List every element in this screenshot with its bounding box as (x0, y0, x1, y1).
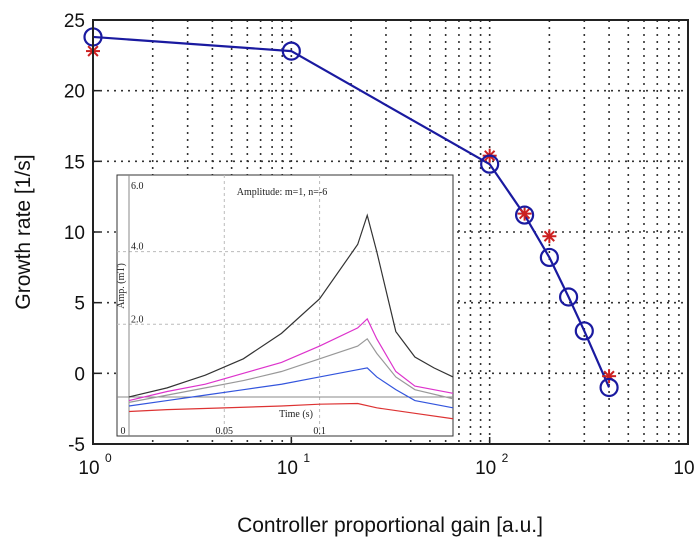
y-tick-label: 20 (64, 82, 85, 103)
circle-marker (514, 205, 535, 225)
inset-y-tick-label: 6.0 (131, 181, 144, 192)
y-tick-label: 0 (74, 364, 85, 385)
inset-x-tick-label: 0 (121, 426, 126, 437)
inset-series-line (128, 337, 454, 403)
circle-marker (480, 154, 500, 174)
inset-series (128, 213, 454, 420)
main-series (83, 27, 619, 398)
inset-series-line (128, 402, 454, 420)
y-tick-label: 15 (64, 152, 85, 173)
y-tick-label: 25 (64, 11, 85, 32)
circle-marker (539, 247, 559, 268)
star-marker (517, 206, 532, 221)
series-line (92, 35, 611, 388)
inset-y-tick-label: 4.0 (131, 242, 144, 253)
inset-y-tick-label: 2.0 (131, 314, 144, 325)
inset-tick-labels: 2.0 4.0 6.0 0 0.05 0.1 (121, 181, 326, 437)
inset-title: Amplitude: m=1, n=-6 (237, 187, 327, 198)
circle-marker (281, 41, 301, 61)
x-tick-label: 10 (277, 458, 298, 479)
inset-chart: 2.0 4.0 6.0 0 0.05 0.1 Amplitude: m=1, n=-6 T… (116, 174, 454, 437)
x-tick-exponent: 0 (105, 451, 112, 465)
inset-x-tick-label: 0.1 (313, 426, 326, 437)
inset-y-axis-title: Amp. (mT) (116, 263, 127, 309)
main-tick-labels: -50510152025100101102103 (64, 11, 695, 479)
y-tick-label: 5 (74, 294, 85, 315)
x-tick-label: 10 (673, 458, 694, 479)
x-tick-label: 10 (78, 458, 99, 479)
y-tick-label: 10 (64, 223, 85, 244)
y-tick-label: -5 (68, 435, 85, 456)
circle-marker (574, 321, 594, 341)
x-tick-label: 10 (475, 458, 496, 479)
circle-marker (599, 377, 619, 398)
x-tick-exponent: 2 (502, 451, 509, 465)
inset-series-line (128, 317, 454, 402)
y-axis-title: Growth rate [1/s] (12, 154, 35, 309)
inset-background (116, 174, 454, 437)
circle-marker (558, 287, 579, 307)
x-axis-title: Controller proportional gain [a.u.] (237, 514, 543, 537)
x-tick-exponent: 1 (303, 451, 310, 465)
inset-series-line (128, 367, 454, 409)
inset-x-axis-title: Time (s) (279, 409, 313, 420)
inset-series-line (128, 213, 454, 398)
star-marker (542, 229, 557, 244)
main-plot-frame (92, 19, 689, 445)
inset-x-tick-label: 0.05 (216, 426, 234, 437)
